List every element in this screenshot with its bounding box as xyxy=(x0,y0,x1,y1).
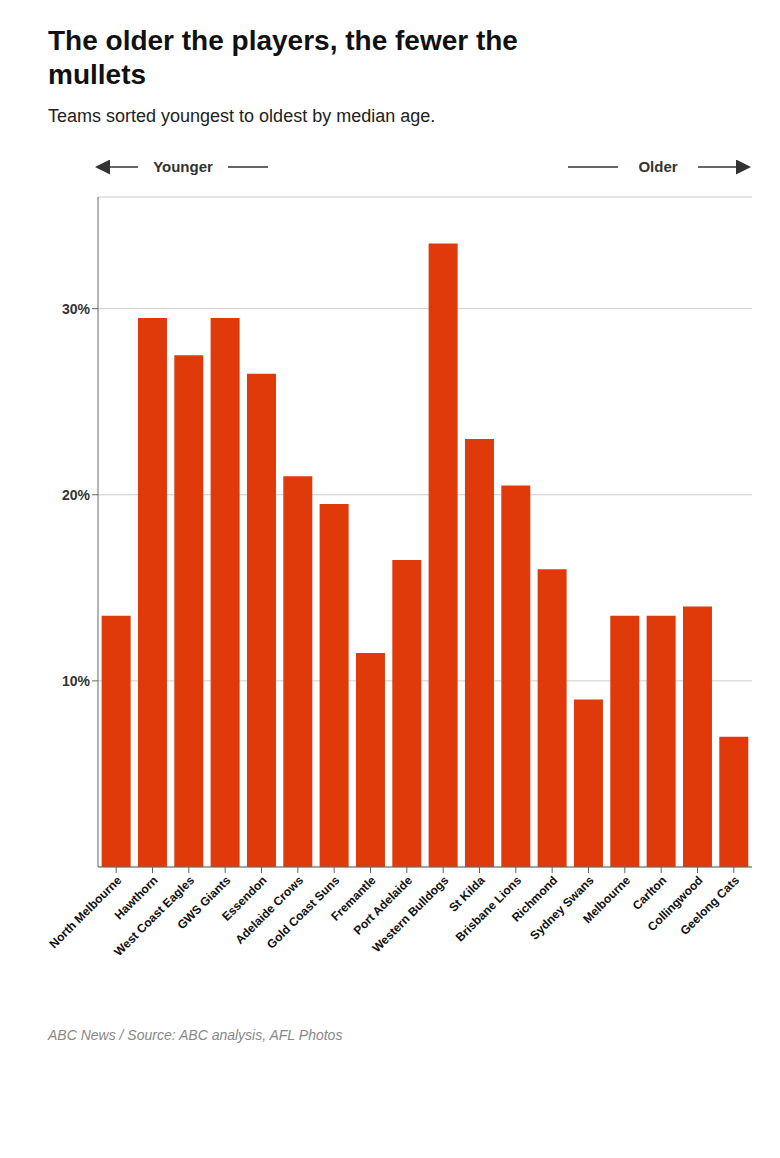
html-text:Teams sorted youngest to oldes: Teams sorted youngest to oldest by media… xyxy=(48,106,436,126)
svg-text:Collingwood: Collingwood xyxy=(644,873,706,934)
svg-text:Older: Older xyxy=(638,158,677,175)
svg-text:West Coast Eagles: West Coast Eagles xyxy=(111,873,197,959)
svg-text:Essendon: Essendon xyxy=(219,873,270,924)
svg-text:Western Bulldogs: Western Bulldogs xyxy=(369,873,451,955)
svg-text:Carlton: Carlton xyxy=(629,873,670,913)
svg-text:Brisbane Lions: Brisbane Lions xyxy=(453,873,524,944)
svg-text:20%: 20% xyxy=(62,487,91,503)
html-text:ABC News / Source: ABC analysi: ABC News / Source: ABC analysis, AFL Pho… xyxy=(48,1027,343,1043)
svg-text:Hawthorn: Hawthorn xyxy=(111,873,161,923)
html-text:The older the players, the few: The older the players, the fewer the xyxy=(48,25,518,56)
svg-text:Port Adelaide: Port Adelaide xyxy=(350,873,415,938)
svg-text:Younger: Younger xyxy=(153,158,213,175)
svg-text:Fremantle: Fremantle xyxy=(328,873,379,924)
html-text:mullets: mullets xyxy=(48,59,146,90)
svg-text:Adelaide Crows: Adelaide Crows xyxy=(232,873,306,947)
svg-text:10%: 10% xyxy=(62,673,91,689)
svg-text:30%: 30% xyxy=(62,301,91,317)
svg-text:St Kilda: St Kilda xyxy=(446,873,488,915)
svg-text:GWS Giants: GWS Giants xyxy=(174,873,233,932)
svg-text:Geelong Cats: Geelong Cats xyxy=(677,873,742,938)
svg-text:Melbourne: Melbourne xyxy=(580,873,633,926)
svg-text:North Melbourne: North Melbourne xyxy=(46,873,125,951)
svg-text:Richmond: Richmond xyxy=(508,873,561,925)
svg-text:Sydney Swans: Sydney Swans xyxy=(527,873,597,943)
svg-text:Gold Coast Suns: Gold Coast Suns xyxy=(264,873,343,952)
